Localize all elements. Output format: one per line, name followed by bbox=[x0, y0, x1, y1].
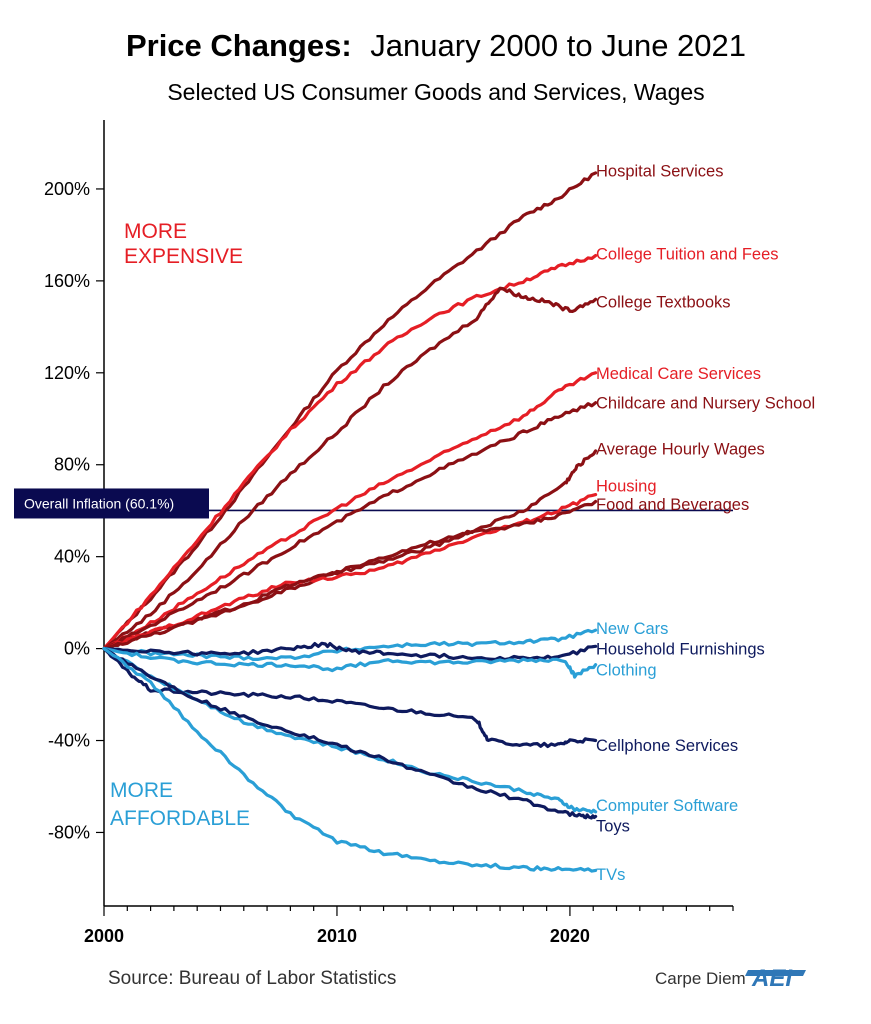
series-line-medical-care-services bbox=[102, 371, 598, 651]
y-tick-label: -40% bbox=[48, 731, 90, 751]
series-label: Toys bbox=[596, 818, 630, 836]
series-label: New Cars bbox=[596, 620, 668, 638]
aei-logo-text: AEI bbox=[751, 965, 793, 992]
series-label: College Tuition and Fees bbox=[596, 245, 779, 263]
series-label: Hospital Services bbox=[596, 163, 723, 181]
aei-logo: AEI bbox=[745, 965, 806, 992]
y-tick-label: 160% bbox=[44, 271, 90, 291]
y-tick-label: 40% bbox=[54, 547, 90, 567]
series-line-toys bbox=[102, 647, 598, 820]
aei-logo-stripe bbox=[745, 970, 806, 976]
overall-inflation-label: Overall Inflation (60.1%) bbox=[24, 495, 174, 511]
series-label: Clothing bbox=[596, 661, 657, 679]
series-label: TVs bbox=[596, 866, 625, 884]
y-tick-label: 0% bbox=[64, 639, 90, 659]
series-line-average-hourly-wages bbox=[102, 449, 598, 651]
series-line-food-and-beverages bbox=[102, 499, 598, 651]
series-line-childcare-and-nursery-school bbox=[102, 401, 598, 651]
series-line-clothing bbox=[102, 647, 598, 679]
y-tick-label: 80% bbox=[54, 455, 90, 475]
series-label: Household Furnishings bbox=[596, 641, 765, 659]
y-tick-label: 200% bbox=[44, 179, 90, 199]
chart-title-bold: Price Changes: bbox=[126, 28, 352, 63]
annotation-line: MORE bbox=[124, 220, 187, 243]
source-note: Source: Bureau of Labor Statistics bbox=[108, 968, 396, 989]
x-ticks: 2000 2010 2020 bbox=[84, 906, 734, 946]
x-tick-label: 2000 bbox=[84, 926, 124, 946]
series-line-college-tuition-and-fees bbox=[102, 254, 598, 651]
chart-title-rest: January 2000 to June 2021 bbox=[370, 28, 746, 63]
x-tick-label: 2010 bbox=[317, 926, 357, 946]
series-line-household-furnishings bbox=[102, 641, 598, 662]
chart-title: Price Changes: January 2000 to June 2021 bbox=[126, 28, 746, 63]
series-line-new-cars bbox=[102, 628, 598, 661]
series-label: Childcare and Nursery School bbox=[596, 395, 815, 413]
series-line-computer-software bbox=[102, 647, 598, 814]
series-line-housing bbox=[102, 493, 598, 651]
series-labels: Hospital Services College Tuition and Fee… bbox=[596, 163, 815, 884]
series-label: College Textbooks bbox=[596, 294, 731, 312]
brand-name: Carpe Diem bbox=[655, 969, 746, 988]
overall-inflation-label-box bbox=[14, 488, 209, 519]
series-layer bbox=[102, 171, 598, 873]
x-tick-label: 2020 bbox=[550, 926, 590, 946]
series-label: Computer Software bbox=[596, 797, 738, 815]
series-label: Housing bbox=[596, 477, 657, 495]
annotation-line: MORE bbox=[110, 779, 173, 802]
annotation-line: AFFORDABLE bbox=[110, 807, 250, 830]
series-label: Medical Care Services bbox=[596, 365, 761, 383]
y-tick-label: 120% bbox=[44, 363, 90, 383]
series-line-cellphone-services bbox=[102, 647, 598, 749]
annotation-line: EXPENSIVE bbox=[124, 245, 243, 268]
chart-subtitle: Selected US Consumer Goods and Services,… bbox=[167, 79, 704, 105]
y-tick-label: -80% bbox=[48, 822, 90, 842]
more-affordable-annotation: MORE AFFORDABLE bbox=[110, 779, 250, 830]
series-line-college-textbooks bbox=[102, 286, 598, 651]
series-label: Cellphone Services bbox=[596, 737, 738, 755]
series-label: Average Hourly Wages bbox=[596, 441, 765, 459]
series-line-tvs bbox=[102, 647, 598, 873]
more-expensive-annotation: MORE EXPENSIVE bbox=[124, 220, 243, 268]
y-ticks: 200% 160% 120% 80% 40% 0% -40% -80% bbox=[44, 179, 104, 842]
series-label: Food and Beverages bbox=[596, 496, 749, 514]
series-line-hospital-services bbox=[102, 171, 598, 651]
